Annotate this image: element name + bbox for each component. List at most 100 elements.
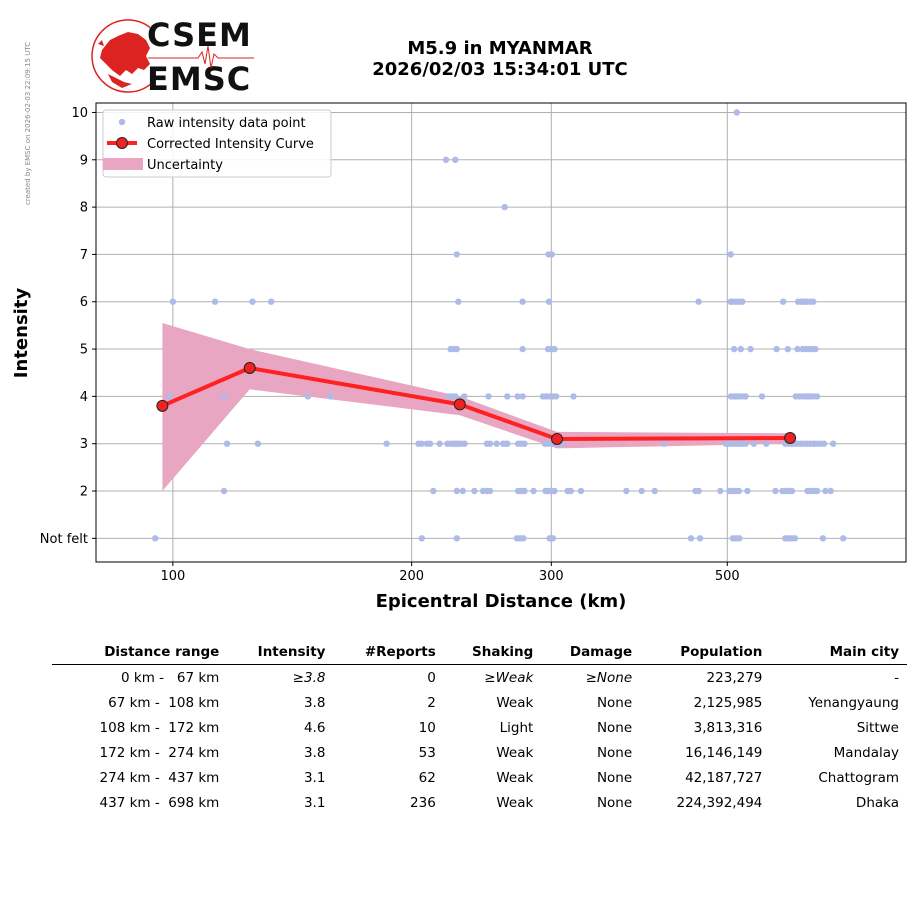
legend-box [102, 109, 332, 178]
chart-title: M5.9 in MYANMAR 2026/02/03 15:34:01 UTC [300, 38, 700, 80]
raw-data-point [521, 440, 528, 447]
raw-data-point [504, 440, 511, 447]
table-header-cell: Shaking [443, 640, 542, 665]
raw-data-point [577, 487, 585, 495]
table-cell: 2,125,985 [693, 695, 763, 711]
curve-marker [453, 398, 466, 411]
raw-data-point [549, 535, 557, 542]
raw-data-point [750, 440, 757, 447]
curve-marker [243, 361, 256, 374]
globe-icon [91, 19, 165, 93]
raw-data-point [418, 440, 425, 447]
raw-data-point [739, 298, 746, 305]
raw-data-point [773, 345, 780, 353]
raw-data-point [486, 487, 494, 495]
table-cell: 224,392,494 [676, 795, 763, 811]
table-cell: 3.1 [303, 770, 326, 786]
x-tick-label: 200 [399, 569, 424, 584]
raw-data-point [827, 487, 834, 495]
raw-data-point [567, 487, 574, 495]
y-tick-label: 9 [80, 153, 88, 168]
raw-data-point [504, 393, 511, 400]
x-tick-label: 100 [160, 569, 185, 584]
y-axis-label: Intensity [11, 288, 32, 379]
raw-data-point [418, 535, 425, 542]
table-header-cell: #Reports [333, 640, 444, 665]
raw-data-point [813, 393, 821, 400]
table-cell: None [596, 770, 633, 786]
raw-data-point [687, 535, 695, 542]
raw-data-point [485, 393, 492, 400]
legend-marker-swatch [116, 137, 128, 149]
table-cell: 437 km - 698 km [99, 795, 220, 811]
table-cell: 3.1 [303, 795, 326, 811]
raw-data-point [763, 440, 770, 447]
table-cell: ≥None [585, 670, 633, 686]
legend: Raw intensity data point Corrected Intens… [102, 109, 332, 178]
raw-data-point [727, 251, 734, 258]
table-cell: Weak [496, 770, 534, 786]
raw-data-point [545, 298, 553, 305]
table-cell: 108 km - 172 km [99, 720, 220, 736]
raw-data-point [819, 535, 827, 542]
y-tick-label: 2 [80, 485, 88, 500]
raw-data-point [519, 298, 526, 305]
curve-marker [551, 432, 564, 445]
raw-data-point [471, 487, 478, 495]
raw-data-point [223, 440, 231, 447]
table-cell: 2 [427, 695, 436, 711]
raw-data-point [742, 440, 749, 447]
raw-data-point [742, 393, 749, 400]
y-tick-label: 7 [80, 248, 88, 263]
intensity-chart: 100 200 300 500 Not felt 2 3 4 5 6 7 8 9 10 Epicentr… [11, 102, 907, 612]
y-tick-label: Not felt [40, 532, 88, 547]
table-cell: Weak [496, 695, 534, 711]
raw-data-point [570, 393, 577, 400]
table-cell: 3,813,316 [693, 720, 763, 736]
table-cell: None [596, 795, 633, 811]
raw-data-point [695, 487, 702, 495]
raw-data-point [733, 109, 740, 116]
intensity-table: Distance range Intensity #Reports Shaking Da… [52, 640, 907, 815]
raw-data-point [220, 487, 228, 495]
raw-data-point [452, 156, 459, 163]
table-cell: ≥Weak [484, 670, 534, 686]
raw-data-point [453, 345, 460, 353]
raw-data-point [436, 440, 443, 447]
legend-band-swatch [103, 158, 143, 170]
logo-text-emsc: EMSC [147, 60, 252, 98]
raw-data-point [453, 487, 460, 495]
table-cell: 172 km - 274 km [99, 745, 220, 761]
table-cell: 3.8 [303, 695, 326, 711]
raw-data-point [426, 440, 434, 447]
raw-data-point [304, 393, 312, 400]
raw-data-point [717, 487, 724, 495]
raw-data-point [794, 345, 801, 353]
table-header-row: Distance range Intensity #Reports Shaking Da… [52, 640, 907, 665]
raw-data-point [730, 345, 738, 353]
raw-data-point [822, 487, 829, 495]
raw-points [152, 109, 847, 542]
raw-data-point [530, 487, 537, 495]
raw-data-point [254, 440, 262, 447]
table-cell: Chattogram [818, 770, 899, 786]
logo-text-csem: CSEM [147, 16, 252, 54]
curve-marker [784, 432, 797, 445]
raw-data-point [747, 345, 754, 353]
raw-data-point [453, 535, 460, 542]
y-tick-label: 5 [80, 343, 88, 358]
raw-data-point [519, 345, 526, 353]
chart-title-line1: M5.9 in MYANMAR [407, 38, 593, 59]
y-tick-label: 6 [80, 295, 88, 310]
raw-data-point [695, 298, 702, 305]
table-cell: Yenangyaung [808, 695, 899, 711]
raw-data-point [520, 535, 527, 542]
raw-data-point [660, 440, 668, 447]
legend-label: Corrected Intensity Curve [147, 137, 314, 152]
raw-data-point [548, 251, 555, 258]
table-cell: 0 [427, 670, 436, 686]
raw-data-point [442, 156, 450, 163]
raw-data-point [452, 393, 459, 400]
table-cell: Mandalay [833, 745, 899, 761]
chart-title-line2: 2026/02/03 15:34:01 UTC [372, 59, 628, 80]
